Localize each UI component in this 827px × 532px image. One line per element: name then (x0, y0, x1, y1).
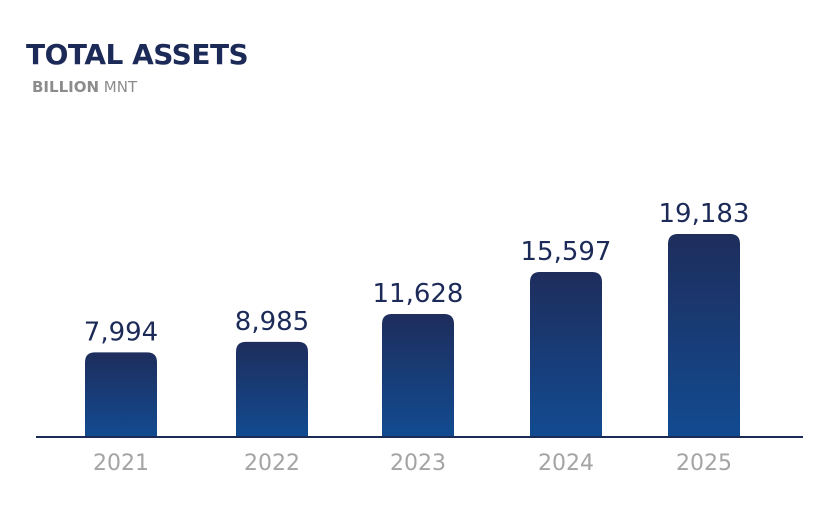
value-label-2021: 7,994 (84, 317, 158, 347)
subtitle-currency: MNT (99, 78, 138, 96)
x-tick-label-2022: 2022 (244, 451, 300, 476)
x-tick-label-2025: 2025 (676, 451, 732, 476)
value-label-2024: 15,597 (521, 237, 612, 267)
subtitle-unit-scale: BILLION (32, 78, 100, 96)
bar-2024 (530, 271, 602, 437)
chart-subtitle: BILLION MNT (32, 78, 137, 96)
value-label-2023: 11,628 (373, 279, 464, 309)
x-tick-label-2021: 2021 (93, 451, 149, 476)
bar-2021 (85, 352, 157, 437)
value-label-2025: 19,183 (659, 199, 750, 229)
bars-group (85, 234, 740, 437)
chart-title: TOTAL ASSETS (26, 38, 249, 71)
value-label-2022: 8,985 (235, 307, 309, 337)
bar-2023 (382, 313, 454, 437)
bar-2022 (236, 341, 308, 437)
bar-2025 (668, 234, 740, 437)
x-tick-label-2024: 2024 (538, 451, 594, 476)
x-tick-label-2023: 2023 (390, 451, 446, 476)
labels-group: 7,994 2021 8,985 2022 11,628 2023 15,597 2024 19… (84, 199, 750, 476)
